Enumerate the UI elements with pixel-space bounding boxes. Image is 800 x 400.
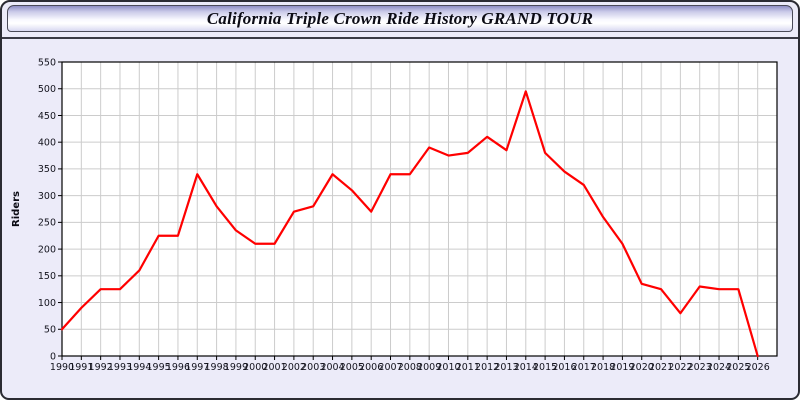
window-header: California Triple Crown Ride History GRA… xyxy=(2,5,798,39)
x-tick-label: 2010 xyxy=(436,362,460,373)
y-axis-title: Riders xyxy=(11,191,22,227)
x-tick-label: 2025 xyxy=(726,362,750,373)
x-tick-label: 2007 xyxy=(378,362,402,373)
x-tick-label: 2021 xyxy=(649,362,673,373)
chart-title: California Triple Crown Ride History GRA… xyxy=(206,8,594,28)
x-tick-label: 2012 xyxy=(475,362,499,373)
y-tick-label: 0 xyxy=(50,351,56,362)
y-tick-label: 450 xyxy=(38,111,56,122)
x-tick-label: 2018 xyxy=(591,362,615,373)
x-tick-label: 2004 xyxy=(320,362,344,373)
x-tick-label: 1990 xyxy=(50,362,74,373)
x-tick-label: 2024 xyxy=(707,362,731,373)
y-tick-label: 350 xyxy=(38,164,56,175)
x-tick-label: 1993 xyxy=(108,362,132,373)
x-tick-label: 1995 xyxy=(147,362,171,373)
x-tick-label: 2003 xyxy=(301,362,325,373)
y-tick-label: 50 xyxy=(44,325,56,336)
x-tick-label: 2017 xyxy=(572,362,596,373)
x-tick-label: 1997 xyxy=(185,362,209,373)
chart-area: 0 50 100 150 200 250 300 350 400 450 500 550 1990 199… xyxy=(2,39,798,398)
x-tick-label: 2022 xyxy=(668,362,692,373)
x-tick-label: 1999 xyxy=(224,362,248,373)
x-tick-label: 2023 xyxy=(688,362,712,373)
y-tick-label: 200 xyxy=(38,244,56,255)
y-tick-label: 300 xyxy=(38,191,56,202)
x-tick-label: 2001 xyxy=(262,362,286,373)
x-tick-label: 2014 xyxy=(514,362,538,373)
plot-background xyxy=(62,62,777,356)
x-tick-label: 2011 xyxy=(456,362,480,373)
x-tick-label: 1996 xyxy=(166,362,190,373)
x-tick-label: 1994 xyxy=(127,362,151,373)
y-tick-label: 550 xyxy=(38,57,56,68)
x-tick-label: 2002 xyxy=(282,362,306,373)
line-chart: 0501001502002503003504004505005501990199… xyxy=(11,57,778,373)
x-tick-label: 2026 xyxy=(746,362,770,373)
x-tick-label: 1992 xyxy=(89,362,113,373)
x-tick-label: 2006 xyxy=(359,362,383,373)
x-tick-label: 2016 xyxy=(552,362,576,373)
plot-frame xyxy=(61,61,778,357)
x-tick-label: 2015 xyxy=(533,362,557,373)
riders-line-series xyxy=(60,90,759,358)
y-tick-label: 150 xyxy=(38,271,56,282)
y-tick-label: 500 xyxy=(38,84,56,95)
x-tick-label: 2019 xyxy=(610,362,634,373)
x-tick-label: 2013 xyxy=(494,362,518,373)
y-tick-label: 400 xyxy=(38,138,56,149)
x-tick-label: 2000 xyxy=(243,362,267,373)
y-tick-label: 250 xyxy=(38,218,56,229)
x-tick-label: 2009 xyxy=(417,362,441,373)
x-tick-label: 1998 xyxy=(205,362,229,373)
x-tick-label: 2008 xyxy=(398,362,422,373)
title-bar: California Triple Crown Ride History GRA… xyxy=(7,5,793,32)
x-tick-label: 2020 xyxy=(630,362,654,373)
x-tick-label: 1991 xyxy=(69,362,93,373)
y-tick-label: 100 xyxy=(38,298,56,309)
x-tick-label: 2005 xyxy=(340,362,364,373)
